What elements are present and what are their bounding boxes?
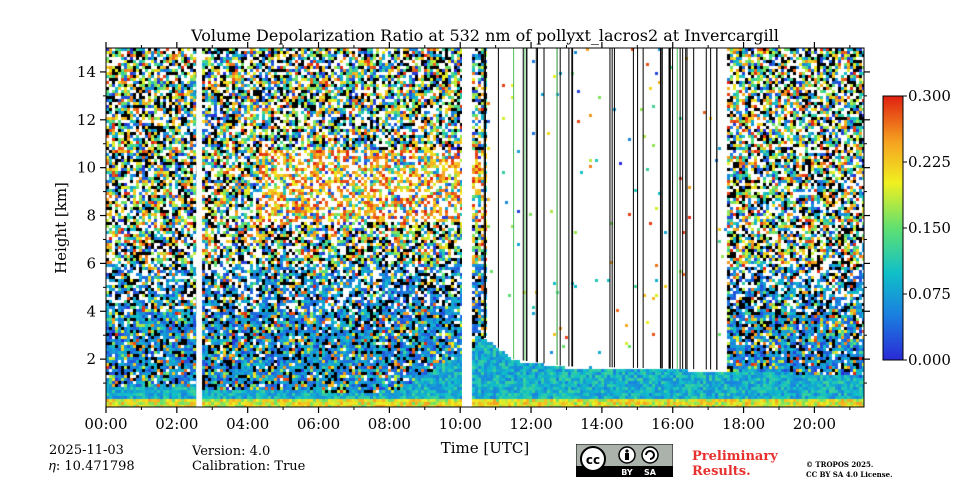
y-tick-label: 12: [77, 111, 96, 129]
y-tick-label: 4: [86, 302, 96, 320]
y-tick-label: 14: [77, 63, 96, 81]
cc-by-sa-badge[interactable]: cc BY SA: [576, 444, 673, 477]
license-line2: CC BY SA 4.0 License.: [806, 470, 893, 479]
x-tick-label: 12:00: [509, 415, 552, 433]
version-label: Version: 4.0: [192, 444, 271, 459]
date-label: 2025-11-03: [49, 443, 124, 458]
preliminary-line1: Preliminary: [692, 449, 778, 464]
x-tick-label: 14:00: [580, 415, 623, 433]
colorbar: [882, 95, 904, 361]
x-axis-label: Time [UTC]: [441, 439, 530, 457]
by-text: BY: [621, 468, 633, 477]
plot-frame: [105, 47, 865, 408]
y-axis-label: Height [km]: [52, 182, 70, 274]
y-tick-label: 6: [86, 254, 96, 272]
y-tick-label: 2: [86, 350, 96, 368]
y-tick-label: 8: [86, 207, 96, 225]
cc-icon-text: cc: [586, 453, 600, 467]
colorbar-tick-label: 0.225: [908, 153, 951, 171]
y-tick-label: 10: [77, 159, 96, 177]
x-tick-label: 04:00: [226, 415, 269, 433]
sa-text: SA: [644, 468, 657, 477]
colorbar-tick-label: 0.300: [908, 87, 951, 105]
license-line1: © TROPOS 2025.: [806, 460, 874, 469]
chart-title: Volume Depolarization Ratio at 532 nm of…: [190, 26, 779, 45]
x-tick-label: 06:00: [297, 415, 340, 433]
cc-icon: [580, 446, 606, 472]
calibration-label: Calibration: True: [192, 459, 306, 474]
preliminary-line2: Results.: [692, 464, 751, 479]
license-notice: © TROPOS 2025. CC BY SA 4.0 License.: [806, 460, 893, 480]
x-tick-label: 18:00: [722, 415, 765, 433]
y-axis: 2 4 6 8 10 12 14: [77, 63, 870, 384]
x-tick-label: 00:00: [84, 415, 127, 433]
data-gap: [196, 48, 202, 407]
colorbar-tick-label: 0.075: [908, 285, 951, 303]
plot-area: [106, 48, 864, 407]
preliminary-notice: Preliminary Results.: [692, 449, 778, 479]
x-tick-label: 10:00: [439, 415, 482, 433]
x-tick-label: 16:00: [651, 415, 694, 433]
x-tick-label: 20:00: [793, 415, 836, 433]
colorbar-ticks: 0.000 0.075 0.150 0.225 0.300: [903, 87, 951, 369]
x-tick-label: 08:00: [368, 415, 411, 433]
colorbar-tick-label: 0.150: [908, 219, 951, 237]
data-gap: [461, 48, 470, 407]
x-axis: 00:00 02:00 04:00 06:00 08:00 10:00 12:00 14:00…: [84, 42, 851, 433]
eta-label: 𝜂: 10.471798: [49, 459, 135, 474]
sa-icon: [641, 446, 659, 464]
colorbar-tick-label: 0.000: [908, 351, 951, 369]
x-tick-label: 02:00: [155, 415, 198, 433]
